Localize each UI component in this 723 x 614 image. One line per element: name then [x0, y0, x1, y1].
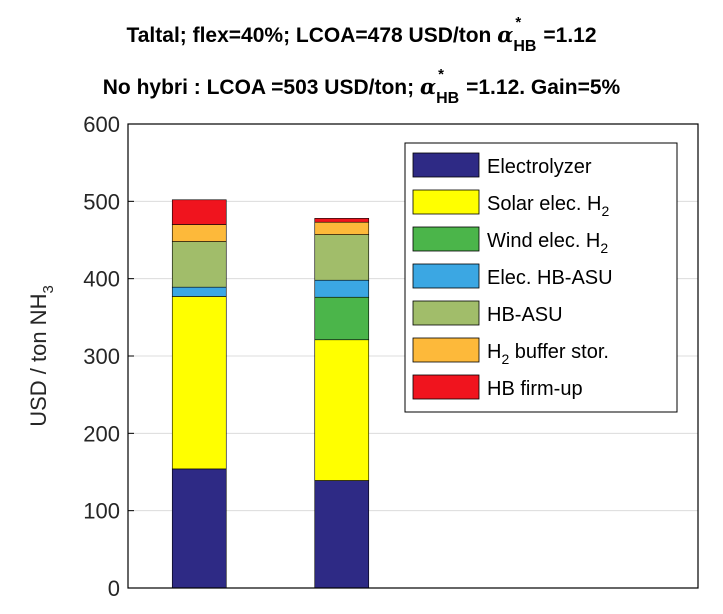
legend-swatch — [412, 152, 480, 178]
title-line-1-sub: HB — [513, 38, 537, 55]
legend-swatch — [412, 337, 480, 363]
title-line-2-supsub: * HB — [436, 66, 466, 107]
bar-segment — [171, 224, 227, 242]
legend-label: H2 buffer stor. — [487, 341, 609, 367]
title-line-1-tail: =1.12 — [543, 24, 597, 47]
title-line-1-sup: * — [515, 14, 522, 31]
y-axis-label: USD / ton NH3 — [26, 285, 57, 427]
legend-swatch — [412, 263, 480, 289]
bars — [171, 199, 370, 589]
bar-segment — [171, 241, 227, 288]
legend-label: Wind elec. H2 — [487, 230, 608, 256]
title-line-1-alpha: α — [497, 22, 514, 47]
legend-label: HB firm-up — [487, 378, 583, 400]
legend-swatch — [412, 300, 480, 326]
legend-label: HB-ASU — [487, 304, 563, 326]
legend-label: Elec. HB-ASU — [487, 267, 613, 289]
legend-label: Solar elec. H2 — [487, 193, 610, 219]
bar-segment — [314, 279, 370, 298]
y-tick-label: 0 — [108, 576, 120, 601]
y-tick-label: 400 — [83, 267, 120, 292]
title-line-2-sub: HB — [436, 90, 460, 107]
y-tick-label: 600 — [83, 112, 120, 137]
bar-segment — [314, 234, 370, 281]
bar-segment — [171, 286, 227, 297]
bar-segment — [314, 218, 370, 223]
y-axis-ticks: 0 100 200 300 400 500 600 — [83, 112, 134, 601]
title-line-1-text: Taltal; flex=40%; LCOA=478 USD/ton — [126, 24, 498, 47]
y-tick-label: 100 — [83, 499, 120, 524]
bar-segment — [171, 296, 227, 470]
y-tick-label: 300 — [83, 344, 120, 369]
chart-title-line-1: Taltal; flex=40%; LCOA=478 USD/ton α * HB =… — [0, 14, 723, 55]
legend: Electrolyzer Solar elec. H2 Wind elec. H2 E… — [404, 142, 678, 413]
legend-swatch — [412, 226, 480, 252]
chart-title-line-2: No hybri : LCOA =503 USD/ton; α * HB =1.12.… — [0, 66, 723, 107]
y-tick-label: 200 — [83, 421, 120, 446]
bar-segment — [171, 468, 227, 589]
title-line-2-sup: * — [438, 66, 444, 83]
title-line-1-supsub: * HB — [513, 14, 543, 55]
bar-segment — [314, 480, 370, 589]
title-line-2-tail: =1.12. Gain=5% — [466, 76, 621, 99]
bar-segment — [314, 339, 370, 481]
title-line-2-text: No hybri : LCOA =503 USD/ton; — [102, 76, 420, 99]
legend-swatch — [412, 189, 480, 215]
legend-label: Electrolyzer — [487, 156, 592, 178]
legend-swatch — [412, 374, 480, 400]
title-line-2-alpha: α — [419, 74, 437, 99]
y-tick-label: 500 — [83, 189, 120, 214]
bar-segment — [314, 296, 370, 341]
bar-segment — [314, 221, 370, 235]
bar-segment — [171, 199, 227, 225]
